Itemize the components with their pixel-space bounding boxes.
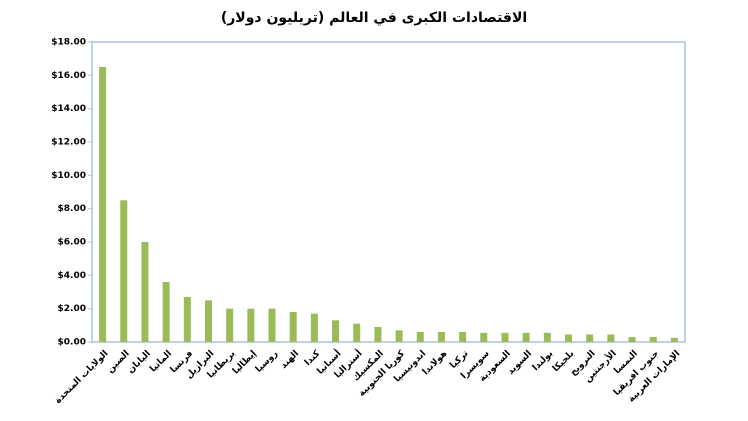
bar <box>183 297 191 342</box>
bar <box>565 334 573 342</box>
plot-frame <box>91 41 686 343</box>
y-tick-label: $4.00 <box>58 271 86 281</box>
x-tick-label: السويد <box>506 349 534 377</box>
y-tick-label: $10.00 <box>51 171 86 181</box>
y-tick-label: $6.00 <box>58 238 86 248</box>
y-tick-label: $12.00 <box>51 138 86 148</box>
bar <box>649 337 657 342</box>
bar <box>670 337 678 342</box>
bar <box>543 332 551 342</box>
bar <box>162 282 170 342</box>
x-tick-label: الهند <box>279 349 301 371</box>
y-tick-label: $2.00 <box>58 304 86 314</box>
x-tick-label: بولندا <box>531 349 555 373</box>
y-tick-label: $8.00 <box>58 204 86 214</box>
bar <box>310 313 318 342</box>
bar <box>501 332 509 342</box>
x-tick-label: روسيا <box>254 349 280 375</box>
bar <box>226 308 234 342</box>
bar <box>332 320 340 342</box>
y-tick-label: $18.00 <box>51 38 86 48</box>
bar <box>289 312 297 342</box>
bar <box>416 332 424 342</box>
x-tick-label: إيطاليا <box>231 349 259 377</box>
bar <box>120 200 128 342</box>
bar <box>586 334 594 342</box>
bar <box>628 337 636 342</box>
bar <box>99 67 107 342</box>
x-tick-label: الولايات المتحدة <box>53 349 110 406</box>
y-tick-label: $14.00 <box>51 104 86 114</box>
y-tick-label: $0.00 <box>58 338 86 348</box>
bar <box>480 332 488 342</box>
bar <box>459 332 467 342</box>
bar <box>607 334 615 342</box>
bar <box>247 308 255 342</box>
bar <box>268 308 276 342</box>
chart-title: الاقتصادات الكبرى في العالم (تريليون دول… <box>221 10 527 26</box>
bar <box>374 327 382 342</box>
bar <box>395 330 403 342</box>
bar <box>353 323 361 342</box>
bar <box>522 332 530 342</box>
bar <box>437 332 445 342</box>
x-tick-label: اليابان <box>126 349 153 376</box>
bar <box>141 242 149 342</box>
y-tick-label: $16.00 <box>51 71 86 81</box>
bar <box>204 300 212 342</box>
